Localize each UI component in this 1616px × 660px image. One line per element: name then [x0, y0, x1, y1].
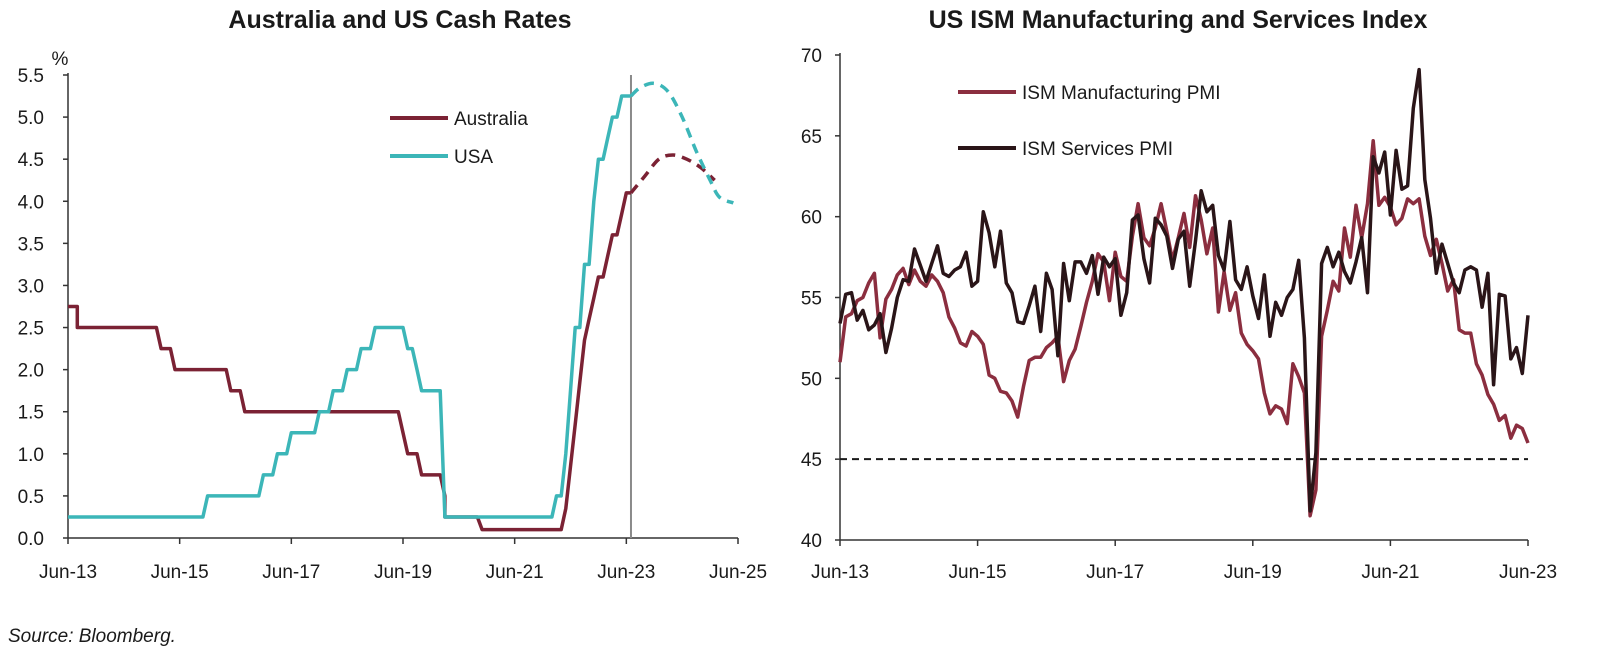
y-tick-label: 5.5 — [18, 66, 44, 87]
y-tick-label: 5.0 — [18, 108, 44, 129]
x-tick-label: Jun-21 — [486, 562, 544, 583]
series-forecast-usa — [629, 81, 734, 205]
x-tick-label: Jun-17 — [262, 562, 320, 583]
chart-title: Australia and US Cash Rates — [228, 6, 571, 34]
legend-label: ISM Manufacturing PMI — [1022, 83, 1221, 104]
y-tick-label: 0.5 — [18, 487, 44, 508]
x-tick-label: Jun-15 — [949, 562, 1007, 583]
x-tick-label: Jun-17 — [1086, 562, 1144, 583]
x-tick-label: Jun-13 — [39, 562, 97, 583]
y-axis-unit: % — [52, 49, 69, 70]
y-tick-label: 1.0 — [18, 445, 44, 466]
x-tick-label: Jun-23 — [597, 562, 655, 583]
legend-label: USA — [454, 147, 493, 168]
y-tick-label: 3.5 — [18, 234, 44, 255]
x-tick-label: Jun-15 — [151, 562, 209, 583]
y-tick-label: 40 — [801, 531, 822, 552]
y-tick-label: 0.0 — [18, 529, 44, 550]
y-tick-label: 70 — [801, 46, 822, 67]
series-line-australia — [68, 191, 631, 532]
chart-title: US ISM Manufacturing and Services Index — [929, 6, 1428, 34]
y-tick-label: 3.0 — [18, 276, 44, 297]
legend-label: Australia — [454, 109, 528, 130]
y-tick-label: 65 — [801, 127, 822, 148]
source-note: Source: Bloomberg. — [8, 626, 176, 647]
x-tick-label: Jun-13 — [811, 562, 869, 583]
y-tick-label: 2.5 — [18, 319, 44, 340]
legend-label: ISM Services PMI — [1022, 139, 1173, 160]
y-tick-label: 55 — [801, 289, 822, 310]
x-tick-label: Jun-19 — [374, 562, 432, 583]
x-tick-label: Jun-23 — [1499, 562, 1557, 583]
x-tick-label: Jun-25 — [709, 562, 767, 583]
series-line-ism-services-pmi — [838, 67, 1530, 513]
y-tick-label: 45 — [801, 450, 822, 471]
series-forecast-australia — [629, 153, 716, 194]
chart-2: US ISM Manufacturing and Services Index 4… — [801, 6, 1557, 583]
x-tick-label: Jun-19 — [1224, 562, 1282, 583]
chart-1: Australia and US Cash Rates 0.0 0.5 1.0 1.5 2… — [18, 6, 767, 583]
series-line-usa — [68, 94, 631, 519]
y-tick-label: 4.5 — [18, 150, 44, 171]
y-tick-label: 60 — [801, 208, 822, 229]
series-line-ism-manufacturing-pmi — [838, 138, 1530, 518]
x-tick-label: Jun-21 — [1361, 562, 1419, 583]
y-tick-label: 2.0 — [18, 361, 44, 382]
y-tick-label: 1.5 — [18, 403, 44, 424]
y-tick-label: 4.0 — [18, 192, 44, 213]
y-tick-label: 50 — [801, 369, 822, 390]
